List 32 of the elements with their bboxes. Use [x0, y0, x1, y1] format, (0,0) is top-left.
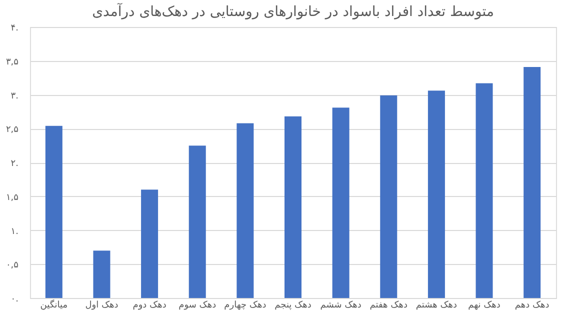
bar: [428, 90, 445, 298]
x-tick-label: دهک اول: [85, 300, 118, 310]
bar: [236, 123, 254, 298]
y-tick-label: ۲.: [10, 159, 18, 169]
x-tick-label: دهک چهارم: [224, 300, 266, 310]
bar: [284, 116, 302, 298]
bar: [188, 146, 206, 298]
y-tick-label: ۳.: [10, 91, 18, 102]
x-tick-label: دهک دهم: [514, 300, 550, 310]
y-tick-label: ۱,۵: [6, 192, 19, 203]
x-tick-label: دهک ششم: [320, 300, 362, 310]
y-tick-label: ۴.: [10, 24, 18, 34]
x-tick-label: دهک دوم: [132, 300, 166, 310]
chart-title: متوسط تعداد افراد باسواد در خانوارهای روستایی در دهک‌های درآمدی: [92, 2, 494, 20]
y-tick-label: ۱.: [10, 226, 18, 237]
bar: [380, 95, 398, 298]
x-tick-label: دهک پنجم: [274, 300, 312, 310]
bar: [45, 126, 62, 298]
x-tick-label: دهک هشتم: [416, 300, 458, 310]
x-tick-label: دهک سوم: [178, 300, 216, 310]
x-tick-label: دهک نهم: [468, 300, 500, 310]
bar: [476, 83, 493, 298]
y-tick-label: ۳,۵: [6, 57, 19, 68]
bar: [332, 108, 350, 298]
bar: [524, 66, 541, 298]
bar: [141, 190, 158, 298]
y-tick-label: ۲,۵: [6, 125, 19, 136]
y-tick-label: ۰,۵: [6, 260, 19, 271]
x-tick-label: میانگین: [40, 298, 68, 310]
y-tick-label: ۰.: [10, 294, 18, 304]
bar: [93, 250, 110, 298]
x-tick-label: دهک هفتم: [370, 300, 408, 310]
